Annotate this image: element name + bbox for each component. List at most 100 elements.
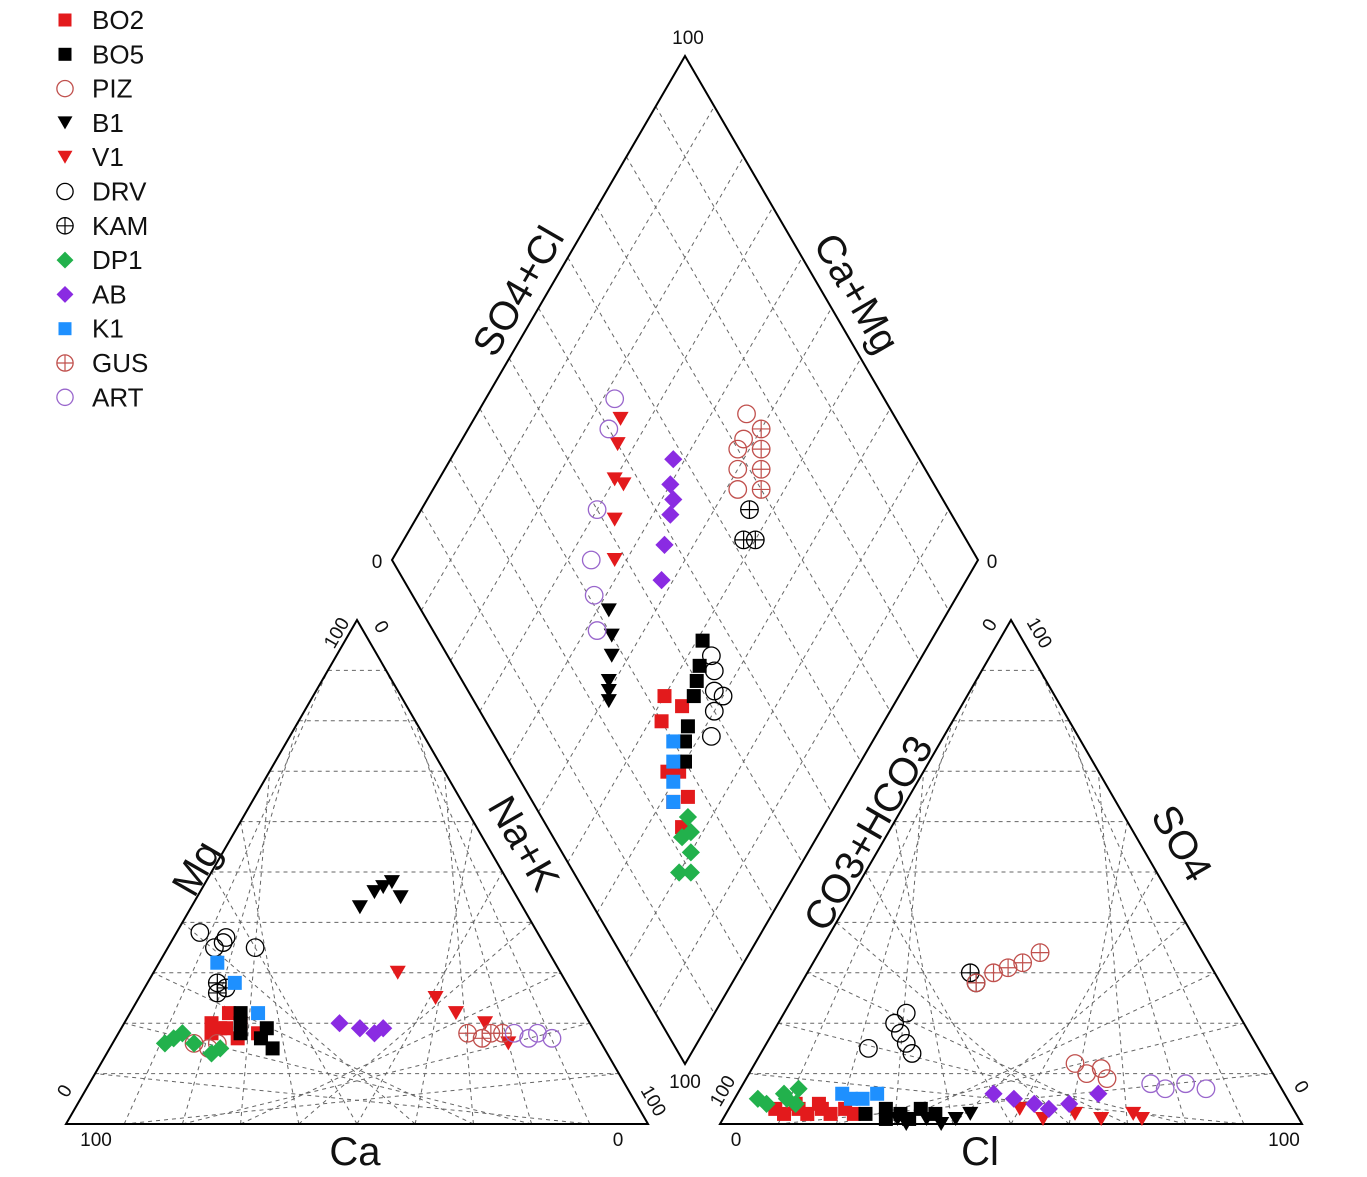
anion-triangle-frame xyxy=(718,618,1304,1125)
point-diamond-drv xyxy=(704,701,724,721)
axis-label-na-k: Na+K xyxy=(479,789,568,899)
point-diamond-drv xyxy=(701,646,721,666)
point-cation-drv xyxy=(213,933,233,952)
point-diamond-dp1 xyxy=(681,823,700,842)
point-cation-bo5 xyxy=(265,1041,280,1056)
legend-label-k1: K1 xyxy=(92,314,124,344)
point-anion-gus xyxy=(1013,953,1033,973)
point-anion-drv xyxy=(896,1003,916,1023)
point-diamond-gus xyxy=(751,439,771,459)
point-diamond-drv xyxy=(701,727,721,746)
anion-grid-b xyxy=(1068,821,1128,1125)
point-diamond-bo5 xyxy=(680,719,695,734)
anion-grid-a xyxy=(865,871,1012,1125)
point-diamond-bo5 xyxy=(689,673,704,688)
point-anion-piz xyxy=(1077,1064,1097,1083)
anion-grid-a xyxy=(894,821,954,1125)
point-diamond-dp1 xyxy=(681,843,700,862)
point-diamond-k1 xyxy=(666,734,681,749)
tick-anion-right-bottom: 0 xyxy=(1289,1077,1312,1097)
anion-grid-a xyxy=(807,972,1128,1125)
tick-cation-bottom-right: 0 xyxy=(613,1130,624,1151)
point-diamond-bo2 xyxy=(680,789,695,804)
point-anion-drv xyxy=(891,1023,910,1043)
point-anion-bo2 xyxy=(823,1106,838,1121)
point-diamond-bo5 xyxy=(695,633,710,648)
legend-label-kam: KAM xyxy=(92,211,148,241)
point-diamond-b1 xyxy=(603,648,620,663)
point-cation-ab xyxy=(374,1019,393,1038)
point-anion-ab xyxy=(1039,1099,1058,1118)
point-cation-ab xyxy=(365,1024,384,1043)
point-cation-b1 xyxy=(383,875,400,890)
point-anion-bo5 xyxy=(878,1111,893,1126)
cation-grid-a xyxy=(211,871,358,1125)
legend-label-b1: B1 xyxy=(92,108,124,138)
point-cation-k1 xyxy=(210,955,225,970)
legend-symbol-b1 xyxy=(57,116,73,130)
legend-symbol-piz xyxy=(56,79,74,98)
legend-label-bo2: BO2 xyxy=(92,5,144,35)
cation-grid-b xyxy=(414,720,533,1125)
point-diamond-k1 xyxy=(666,794,681,809)
point-anion-k1 xyxy=(870,1086,885,1101)
point-diamond-ab xyxy=(655,535,674,554)
tick-cation-left-top: 100 xyxy=(320,614,354,652)
point-diamond-dp1 xyxy=(672,828,692,847)
point-diamond-piz xyxy=(728,459,748,479)
point-diamond-drv xyxy=(713,686,733,706)
point-diamond-art xyxy=(581,550,601,570)
cation-grid-b xyxy=(298,922,532,1125)
point-anion-b1 xyxy=(918,1111,935,1126)
point-anion-bo2 xyxy=(800,1106,815,1121)
point-diamond-bo2 xyxy=(654,714,669,729)
legend-label-gus: GUS xyxy=(92,348,148,378)
point-cation-k1 xyxy=(251,1006,266,1021)
legend-symbol-kam xyxy=(56,217,74,235)
tick-cation-right-bottom: 100 xyxy=(636,1082,670,1120)
legend-label-v1: V1 xyxy=(92,142,124,172)
legend-label-drv: DRV xyxy=(92,177,147,207)
diamond-grid-a xyxy=(567,257,862,762)
cation-triangle-frame xyxy=(64,618,650,1125)
diamond-grid-a xyxy=(625,156,920,662)
anion-grid-b xyxy=(1097,771,1128,1125)
legend-symbol-dp1 xyxy=(56,251,74,269)
point-cation-dp1 xyxy=(173,1024,192,1043)
point-diamond-art xyxy=(587,621,607,640)
anion-grid-a xyxy=(778,1022,1186,1125)
point-cation-dp1 xyxy=(184,1034,204,1053)
point-anion-art xyxy=(1141,1074,1161,1094)
point-anion-gus xyxy=(966,973,986,993)
anion-grid-b xyxy=(1068,720,1187,1125)
anion-grid-a xyxy=(836,922,1070,1125)
point-anion-v1 xyxy=(1093,1111,1110,1126)
axis-label-ca-mg: Ca+Mg xyxy=(805,226,908,361)
anion-grid-b xyxy=(1039,670,1245,1125)
point-diamond-gus xyxy=(751,480,771,499)
cation-grid-b xyxy=(124,1073,619,1125)
diamond-grid-b xyxy=(479,206,774,712)
point-anion-bo5 xyxy=(858,1106,873,1121)
point-diamond-art xyxy=(584,585,604,605)
diamond-grid-a xyxy=(479,408,774,914)
tick-diamond-top: 100 xyxy=(672,28,704,49)
point-anion-piz xyxy=(1065,1054,1085,1073)
legend-symbol-art xyxy=(56,388,74,407)
point-cation-art xyxy=(542,1028,562,1048)
point-cation-v1 xyxy=(447,1006,464,1021)
point-cation-bo5 xyxy=(233,1006,248,1021)
point-cation-drv xyxy=(245,938,265,957)
point-diamond-piz xyxy=(728,439,748,459)
point-anion-bo2 xyxy=(811,1096,826,1111)
point-cation-bo5 xyxy=(259,1021,274,1036)
tick-cation-right-top: 0 xyxy=(369,617,392,637)
point-anion-gus xyxy=(984,963,1003,983)
axis-label-so4: SO4 xyxy=(1142,798,1220,889)
point-cation-b1 xyxy=(375,880,392,895)
point-cation-drv xyxy=(190,923,210,942)
point-diamond-piz xyxy=(734,429,753,449)
point-diamond-b1 xyxy=(600,694,617,709)
point-diamond-drv xyxy=(704,661,724,681)
point-diamond-art xyxy=(605,389,625,409)
